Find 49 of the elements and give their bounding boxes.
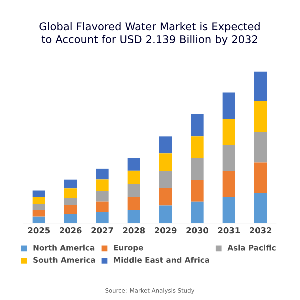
bar [64, 188, 78, 198]
bar [64, 180, 78, 189]
bar [191, 114, 204, 137]
bar [222, 92, 236, 120]
bar [254, 72, 268, 102]
bar [96, 212, 109, 224]
bar [222, 119, 236, 146]
bar [128, 184, 140, 198]
bar [32, 197, 46, 204]
bar [32, 204, 46, 210]
x-tick-label: 2025 [28, 227, 50, 234]
bar [160, 136, 172, 154]
bar [96, 180, 109, 192]
bar [96, 191, 109, 202]
bar [222, 145, 236, 172]
bar [254, 102, 268, 132]
x-tick-label: 2031 [218, 227, 240, 234]
bar [222, 171, 236, 198]
bar [222, 197, 236, 224]
bar [254, 132, 268, 163]
x-tick-label: 2029 [155, 227, 177, 234]
bar [254, 162, 268, 194]
bar [191, 202, 204, 224]
bar [64, 198, 78, 206]
bar [160, 206, 172, 224]
bar [32, 216, 46, 224]
bar [191, 158, 204, 180]
bar [96, 168, 109, 180]
bar [128, 197, 140, 210]
bar [128, 158, 140, 171]
x-tick-label: 2032 [250, 227, 272, 234]
bar [160, 188, 172, 206]
x-tick-label: 2026 [60, 227, 82, 234]
bar [254, 193, 268, 224]
bar [160, 171, 172, 188]
bar [128, 210, 140, 224]
x-tick-label: 2030 [186, 227, 209, 234]
x-tick-label: 2027 [92, 227, 114, 234]
bar [32, 210, 46, 217]
bar [32, 190, 46, 198]
bar [64, 214, 78, 224]
bar [96, 202, 109, 212]
bar [160, 154, 172, 172]
x-tick-label: 2028 [123, 227, 146, 234]
chart-title: Global Flavored Water Market is Expected to Account for USD 2.139 Billion by 2032 [40, 22, 260, 46]
bar [128, 170, 140, 184]
bar [191, 136, 204, 158]
bar [64, 205, 78, 214]
bar [191, 180, 204, 202]
